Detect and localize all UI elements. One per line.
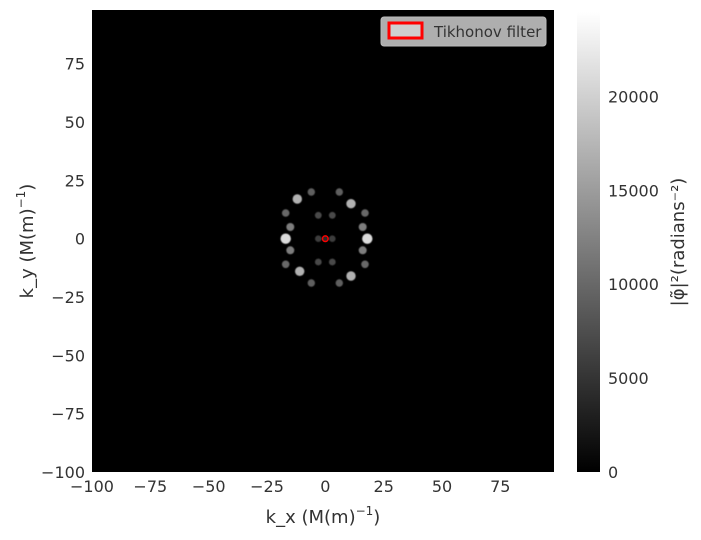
y-tick-label: 25 bbox=[65, 171, 85, 190]
heatmap-blob bbox=[358, 246, 367, 255]
y-axis-label: k_y (M(m)−1) bbox=[14, 184, 38, 299]
heatmap-blob bbox=[328, 258, 336, 266]
x-tick-label: −50 bbox=[192, 477, 226, 496]
colorbar-tick-label: 10000 bbox=[608, 275, 659, 294]
colorbar-tick-label: 0 bbox=[608, 463, 618, 482]
y-tick-labels: −100 −75 −50 −25 0 25 50 75 bbox=[41, 55, 85, 482]
heatmap-blob bbox=[315, 235, 322, 242]
legend: Tikhonov filter bbox=[380, 16, 547, 47]
tikhonov-filter-layer bbox=[321, 235, 329, 243]
heatmap-blob bbox=[286, 223, 295, 231]
x-tick-label: −25 bbox=[250, 477, 284, 496]
x-tick-label: 0 bbox=[320, 477, 330, 496]
heatmap-blobs bbox=[280, 188, 373, 287]
y-tick-label: −100 bbox=[41, 463, 85, 482]
heatmap-blob bbox=[292, 194, 302, 204]
tikhonov-filter-circle bbox=[321, 235, 329, 243]
heatmap-blob bbox=[295, 266, 305, 276]
colorbar-tick-label: 15000 bbox=[608, 181, 659, 200]
x-tick-label: 75 bbox=[490, 477, 510, 496]
heatmap-blob bbox=[329, 235, 336, 242]
x-tick-labels: −100 −75 −50 −25 0 25 50 75 bbox=[70, 477, 510, 496]
heatmap-blob bbox=[358, 223, 367, 231]
heatmap-blob bbox=[322, 235, 329, 242]
heatmap-blob bbox=[314, 211, 322, 219]
colorbar-tick-label: 20000 bbox=[608, 88, 659, 107]
x-axis-label: k_x (M(m)−1) bbox=[266, 504, 381, 528]
y-tick-label: −25 bbox=[51, 288, 85, 307]
colorbar-tick-label: 5000 bbox=[608, 369, 649, 388]
heatmap-blob bbox=[307, 188, 315, 196]
x-tick-label: −75 bbox=[133, 477, 167, 496]
x-tick-label: 50 bbox=[432, 477, 452, 496]
y-tick-label: −75 bbox=[51, 405, 85, 424]
legend-label: Tikhonov filter bbox=[433, 23, 542, 41]
y-tick-label: 50 bbox=[65, 113, 85, 132]
heatmap-blob bbox=[281, 209, 290, 217]
heatmap-blob bbox=[346, 271, 356, 281]
y-tick-label: 75 bbox=[65, 55, 85, 74]
heatmap-blob bbox=[314, 258, 322, 266]
heatmap-blob bbox=[335, 279, 343, 287]
x-tick-label: 25 bbox=[374, 477, 394, 496]
heatmap-blob bbox=[361, 209, 369, 217]
heatmap-blob bbox=[362, 233, 373, 244]
heatmap-blob bbox=[346, 199, 356, 209]
heatmap-blob bbox=[281, 260, 290, 269]
heatmap-blob bbox=[335, 188, 343, 196]
y-tick-label: 0 bbox=[75, 230, 85, 249]
colorbar bbox=[577, 12, 600, 472]
x-tick-label: −100 bbox=[70, 477, 114, 496]
heatmap-blob bbox=[307, 279, 315, 287]
heatmap-blob bbox=[280, 233, 291, 244]
heatmap-blob bbox=[361, 260, 369, 269]
colorbar-label: |φ̃|²(radians⁻²) bbox=[668, 178, 689, 307]
heatmap-blob bbox=[328, 211, 336, 219]
heatmap-blob bbox=[286, 246, 295, 255]
legend-swatch bbox=[387, 21, 424, 40]
y-tick-label: −50 bbox=[51, 346, 85, 365]
colorbar-tick-labels: 0 5000 10000 15000 20000 bbox=[608, 88, 659, 483]
